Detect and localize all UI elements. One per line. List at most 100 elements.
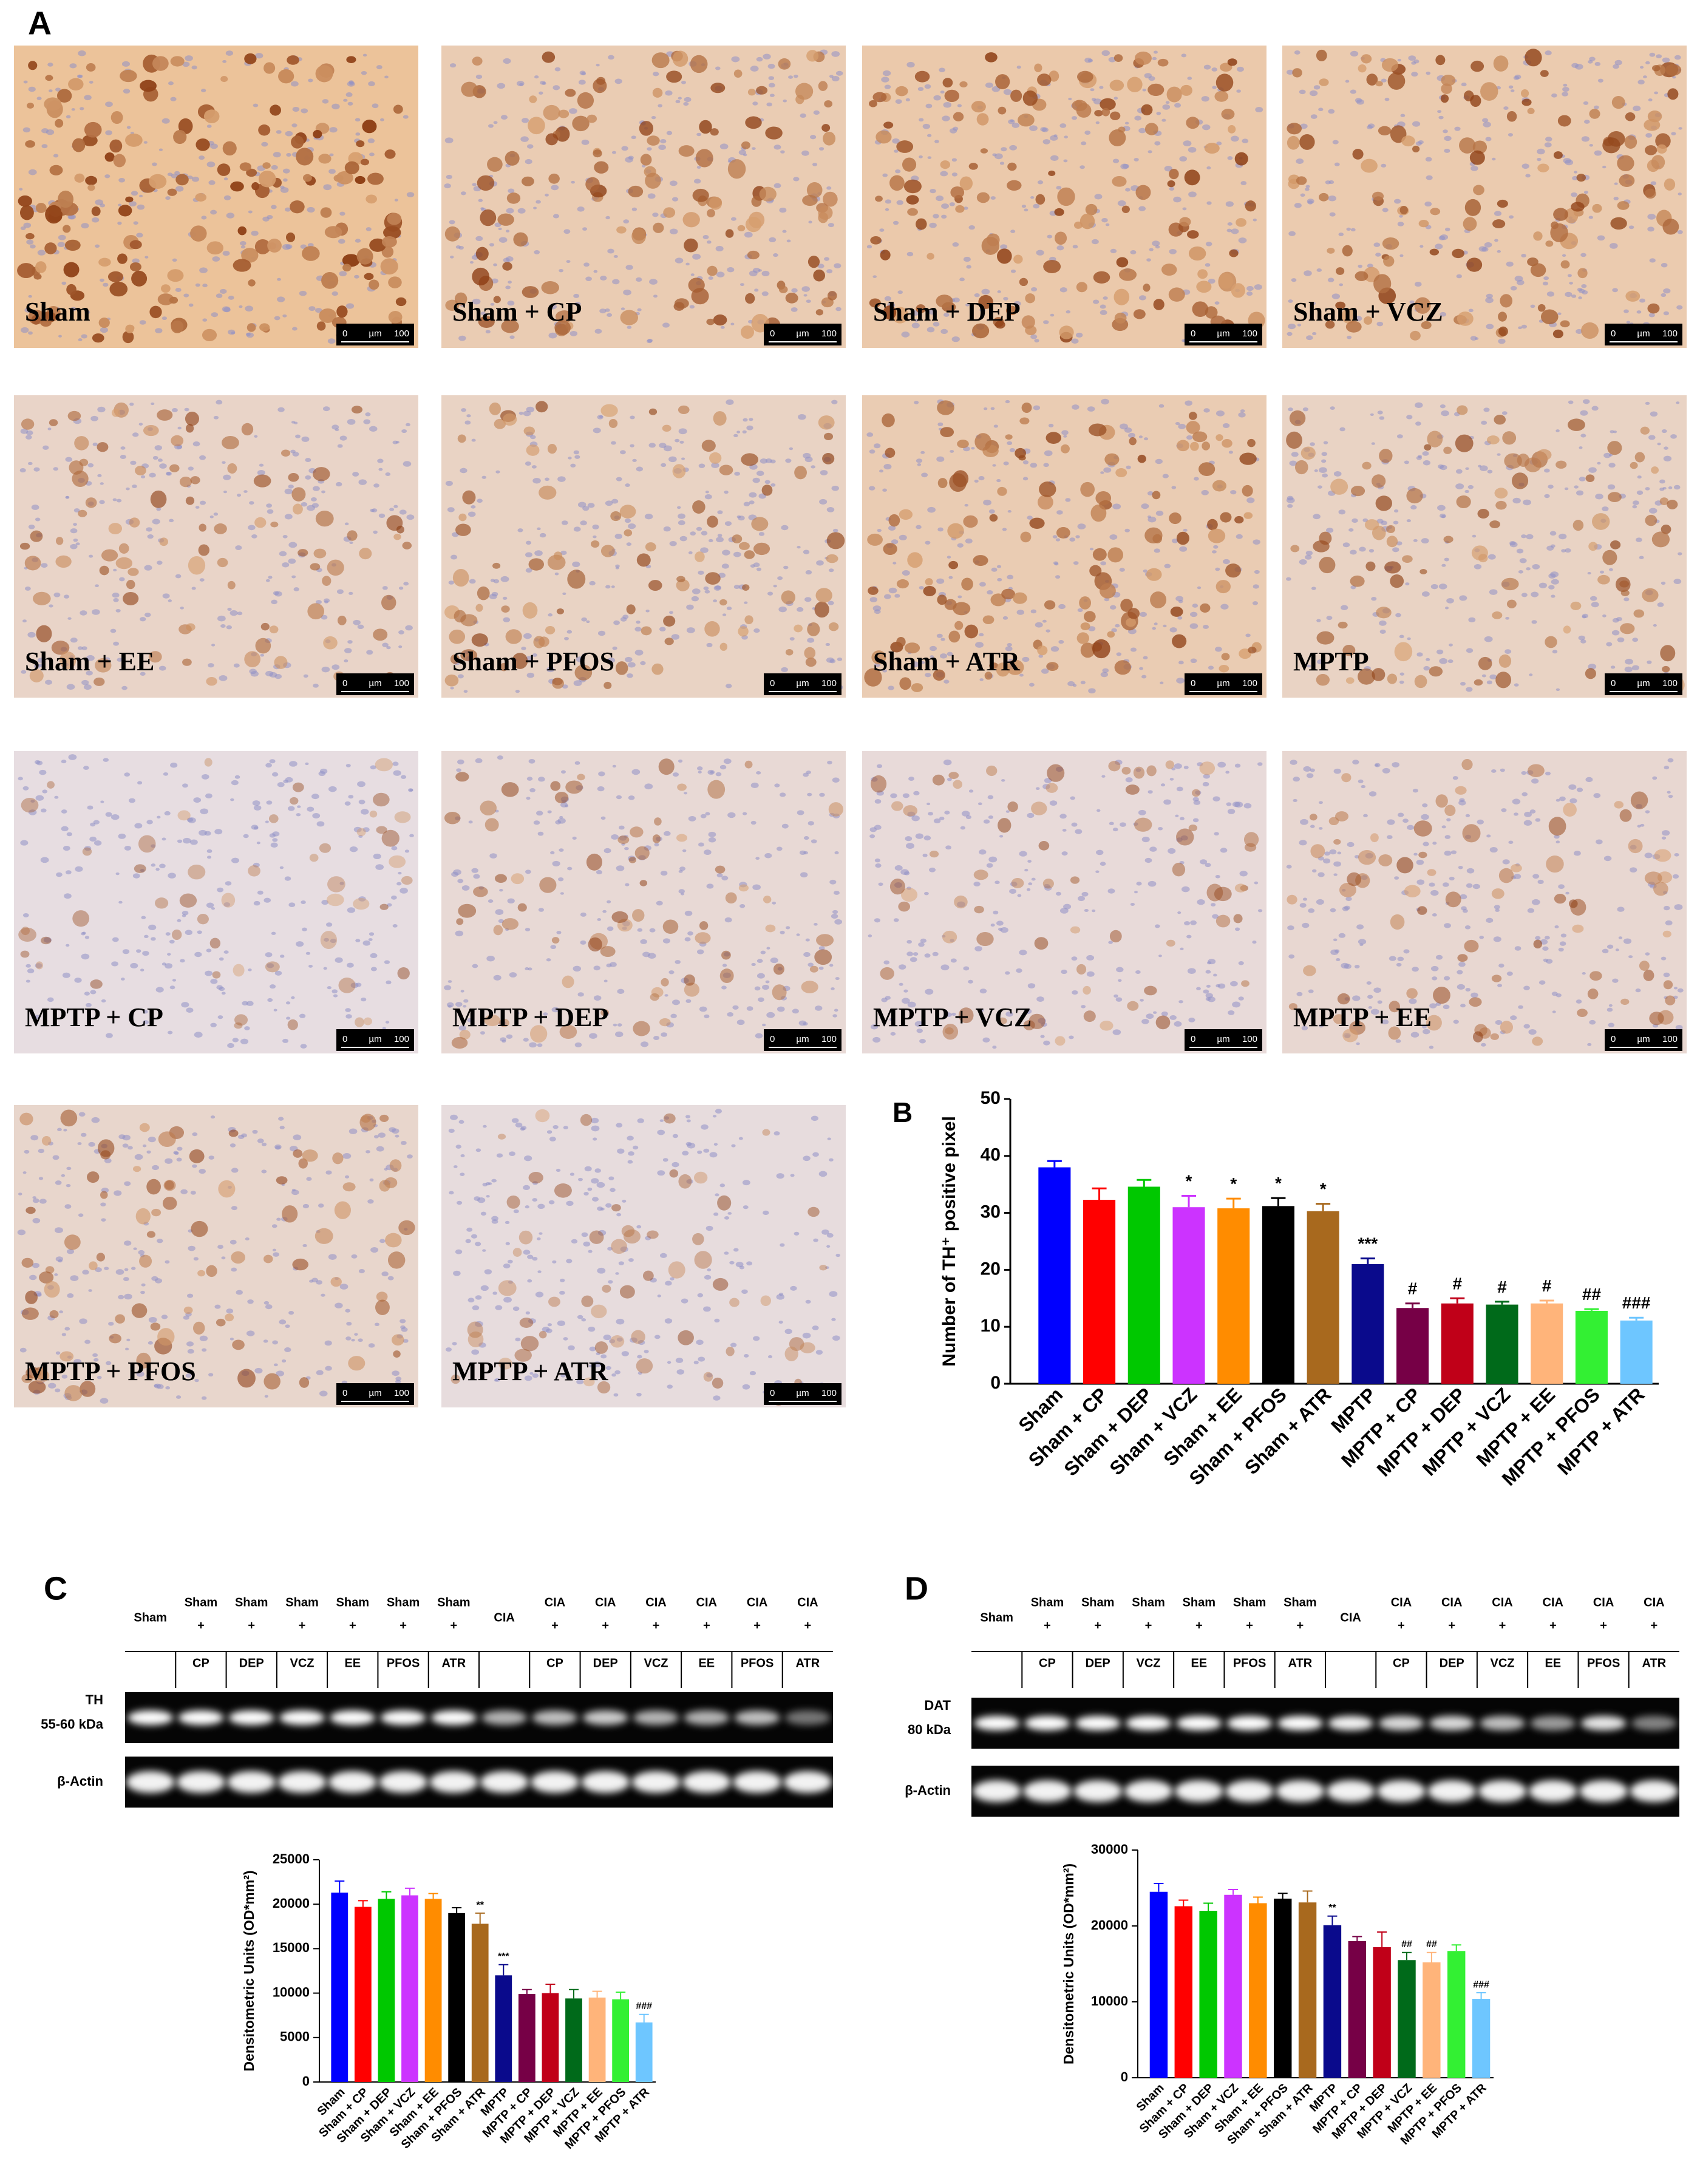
nucleus	[138, 423, 143, 426]
nucleus	[1486, 680, 1492, 685]
stained-cell	[492, 562, 501, 569]
nucleus	[636, 621, 641, 624]
nucleus	[824, 257, 830, 261]
nucleus	[966, 265, 971, 269]
nucleus	[1597, 235, 1605, 241]
stained-cell	[882, 413, 895, 427]
nucleus	[217, 615, 226, 622]
nucleus	[1535, 936, 1541, 941]
nucleus	[1466, 868, 1475, 874]
nucleus	[391, 846, 398, 851]
nucleus	[324, 1340, 332, 1346]
nucleus	[906, 940, 912, 944]
stained-cell	[805, 657, 817, 667]
nucleus	[783, 99, 787, 103]
stained-cell	[327, 559, 344, 576]
nucleus	[767, 591, 773, 596]
stained-cell	[35, 961, 43, 970]
stained-cell	[120, 69, 137, 83]
nucleus	[1552, 650, 1558, 654]
nucleus	[1663, 972, 1670, 978]
nucleus	[1470, 165, 1478, 171]
stained-cell	[139, 1123, 150, 1132]
nucleus	[30, 244, 36, 249]
nucleus	[1650, 411, 1658, 417]
nucleus	[1316, 268, 1322, 272]
nucleus	[31, 505, 39, 510]
nucleus	[1042, 139, 1050, 145]
nucleus	[667, 1361, 672, 1364]
nucleus	[896, 200, 903, 205]
nucleus	[216, 400, 223, 405]
nucleus	[231, 1168, 239, 1173]
nucleus	[805, 570, 812, 575]
stained-cell	[49, 419, 58, 426]
nucleus	[134, 823, 143, 829]
nucleus	[1652, 776, 1657, 780]
nucleus	[30, 1135, 39, 1141]
nucleus	[627, 662, 636, 668]
nucleus	[1109, 822, 1114, 826]
nucleus	[1430, 583, 1438, 590]
stained-cell	[1517, 453, 1530, 467]
nucleus	[525, 568, 532, 573]
nucleus	[1077, 523, 1086, 529]
stained-cell	[1327, 247, 1335, 254]
nucleus	[17, 1230, 26, 1236]
nucleus	[200, 89, 206, 93]
nucleus	[282, 168, 290, 174]
nucleus	[1287, 332, 1293, 336]
stained-cell	[984, 672, 993, 680]
nucleus	[192, 441, 200, 447]
nucleus	[557, 1320, 566, 1326]
nucleus	[1296, 992, 1303, 996]
nucleus	[378, 513, 386, 519]
stained-cell	[1044, 600, 1056, 610]
nucleus	[999, 835, 1004, 838]
nucleus	[1505, 616, 1509, 620]
scale-start: 0	[770, 1034, 775, 1044]
nucleus	[613, 1393, 619, 1397]
stained-cell	[978, 294, 993, 309]
nucleus	[758, 532, 765, 536]
nucleus	[525, 1205, 529, 1209]
nucleus	[274, 970, 282, 976]
nucleus	[36, 760, 43, 766]
nucleus	[226, 625, 233, 630]
stained-cell	[1010, 89, 1022, 102]
nucleus	[205, 793, 212, 798]
stained-cell	[588, 937, 602, 952]
stained-cell	[487, 157, 503, 172]
stained-cell	[1341, 308, 1356, 324]
stained-cell	[818, 205, 833, 220]
stained-cell	[925, 578, 933, 586]
nucleus	[517, 528, 523, 532]
stained-cell	[1243, 512, 1253, 519]
nucleus	[753, 267, 761, 273]
nucleus	[657, 1129, 665, 1135]
nucleus	[1091, 239, 1099, 245]
nucleus	[1512, 798, 1521, 805]
nucleus	[701, 531, 708, 536]
stained-cell	[674, 298, 689, 309]
nucleus	[57, 1128, 62, 1132]
nucleus	[1648, 313, 1655, 318]
stained-cell	[1325, 320, 1335, 329]
nucleus	[26, 239, 34, 245]
stained-cell	[719, 464, 733, 475]
stained-cell	[585, 177, 600, 192]
stained-cell	[1630, 791, 1648, 809]
stained-cell	[1054, 208, 1064, 216]
nucleus	[906, 61, 915, 68]
nucleus	[911, 322, 920, 328]
nucleus	[545, 477, 549, 481]
stained-cell	[1316, 631, 1334, 645]
nucleus	[1358, 939, 1367, 945]
nucleus	[447, 507, 455, 512]
nucleus	[118, 1294, 124, 1299]
nucleus	[302, 1243, 307, 1248]
nucleus	[634, 627, 642, 632]
nucleus	[201, 774, 209, 780]
nucleus	[926, 134, 932, 137]
nucleus	[361, 70, 367, 75]
